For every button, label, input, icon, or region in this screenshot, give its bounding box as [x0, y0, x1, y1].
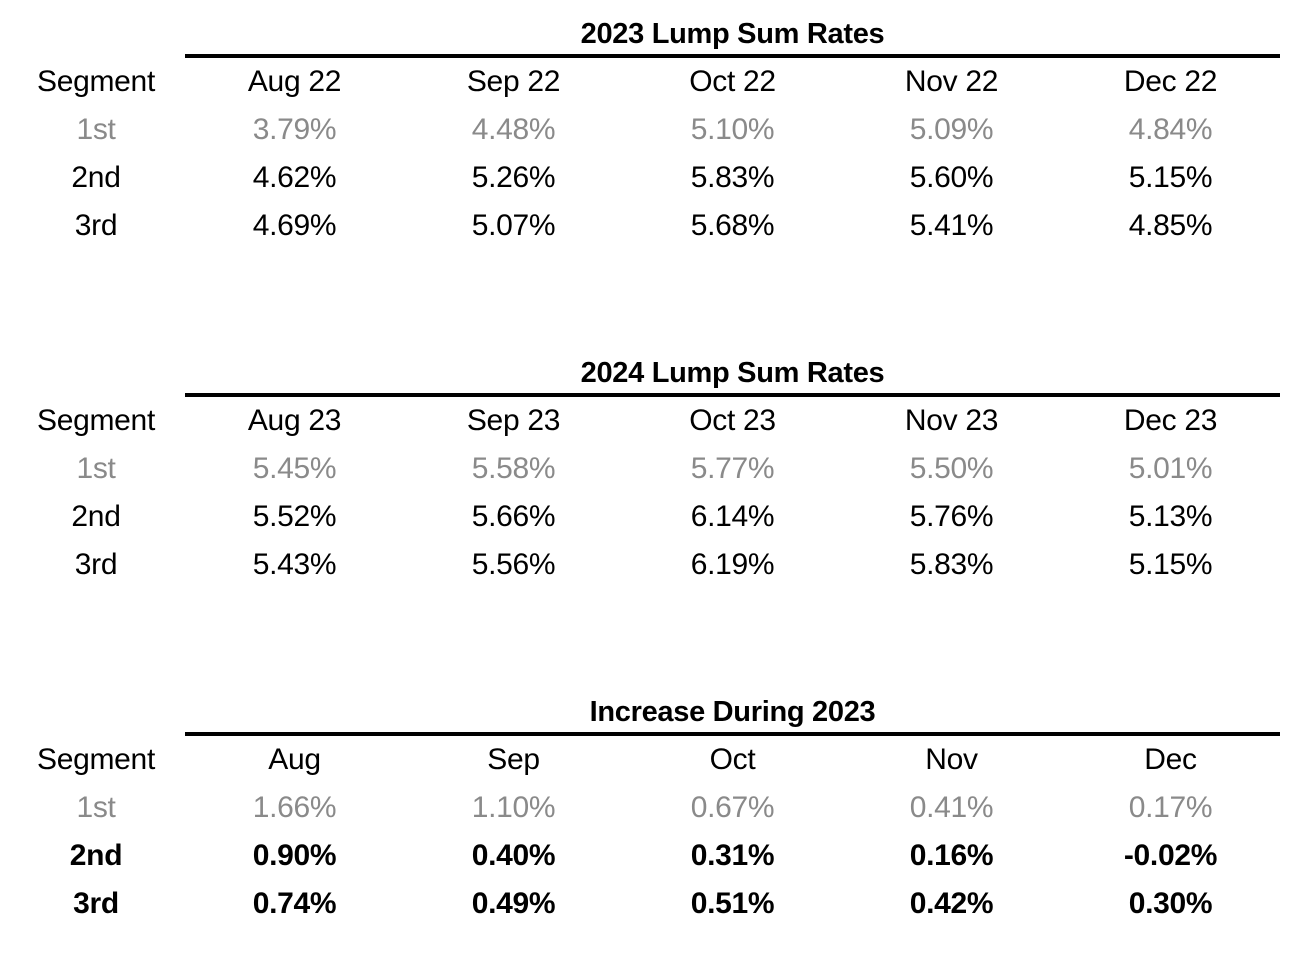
- rate-table: Increase During 2023 Segment Aug Sep Oct No…: [7, 694, 1280, 928]
- rate-value: 5.52%: [252, 500, 337, 533]
- rate-table: 2024 Lump Sum Rates Segment Aug 23 Sep 23…: [7, 355, 1280, 589]
- rate-value: 4.48%: [471, 113, 556, 146]
- table-row: 2nd 5.52% 5.66% 6.14% 5.76% 5.13%: [7, 493, 1280, 541]
- rate-table: 2023 Lump Sum Rates Segment Aug 22 Sep 22…: [7, 16, 1280, 250]
- rate-value: 5.43%: [252, 548, 337, 581]
- segment-column-header: Segment: [37, 743, 155, 776]
- rate-value: 5.83%: [909, 548, 994, 581]
- segment-row-label: 2nd: [71, 500, 121, 533]
- table-row: 3rd 0.74% 0.49% 0.51% 0.42% 0.30%: [7, 880, 1280, 928]
- rate-value: 0.90%: [252, 839, 337, 872]
- table-title-area: 2024 Lump Sum Rates: [185, 355, 1280, 397]
- table-header-row: Segment Aug Sep Oct Nov Dec: [7, 736, 1280, 784]
- segment-row-label: 3rd: [73, 887, 119, 920]
- rate-value: 5.41%: [909, 209, 994, 242]
- month-column-header: Dec: [1144, 743, 1197, 776]
- rate-value: 5.58%: [471, 452, 556, 485]
- rate-value: 0.67%: [690, 791, 775, 824]
- table-row: 1st 5.45% 5.58% 5.77% 5.50% 5.01%: [7, 445, 1280, 493]
- rate-value: -0.02%: [1123, 839, 1218, 872]
- rate-value: 5.45%: [252, 452, 337, 485]
- month-column-header: Dec 22: [1123, 65, 1218, 98]
- rate-value: 4.84%: [1128, 113, 1213, 146]
- tables-root: 2023 Lump Sum Rates Segment Aug 22 Sep 22…: [7, 16, 1280, 928]
- month-column-header: Nov 22: [904, 65, 999, 98]
- month-column-header: Aug 23: [247, 404, 342, 437]
- table-row: 3rd 5.43% 5.56% 6.19% 5.83% 5.15%: [7, 541, 1280, 589]
- segment-row-label: 2nd: [69, 839, 123, 872]
- rate-value: 0.40%: [471, 839, 556, 872]
- rate-value: 0.49%: [471, 887, 556, 920]
- segment-row-label: 1st: [76, 791, 116, 824]
- rate-value: 0.41%: [909, 791, 994, 824]
- table-title-area: 2023 Lump Sum Rates: [185, 16, 1280, 58]
- rate-value: 3.79%: [252, 113, 337, 146]
- rate-value: 5.68%: [690, 209, 775, 242]
- month-column-header: Oct 23: [689, 404, 776, 437]
- table-header-row: Segment Aug 23 Sep 23 Oct 23 Nov 23 Dec 23: [7, 397, 1280, 445]
- rate-value: 5.10%: [690, 113, 775, 146]
- rate-value: 0.74%: [252, 887, 337, 920]
- rate-value: 5.76%: [909, 500, 994, 533]
- rate-value: 5.15%: [1128, 161, 1213, 194]
- rate-value: 5.07%: [471, 209, 556, 242]
- table-row: 2nd 4.62% 5.26% 5.83% 5.60% 5.15%: [7, 154, 1280, 202]
- rate-value: 5.56%: [471, 548, 556, 581]
- table-row: 2nd 0.90% 0.40% 0.31% 0.16% -0.02%: [7, 832, 1280, 880]
- month-column-header: Sep 22: [466, 65, 561, 98]
- month-column-header: Nov: [925, 743, 978, 776]
- rate-value: 5.15%: [1128, 548, 1213, 581]
- rate-value: 5.83%: [690, 161, 775, 194]
- rate-value: 1.10%: [471, 791, 556, 824]
- rate-value: 0.51%: [690, 887, 775, 920]
- month-column-header: Aug: [268, 743, 321, 776]
- rate-value: 0.30%: [1128, 887, 1213, 920]
- table-title-area: Increase During 2023: [185, 694, 1280, 736]
- month-column-header: Sep: [487, 743, 540, 776]
- rate-value: 6.14%: [690, 500, 775, 533]
- table-row: 1st 3.79% 4.48% 5.10% 5.09% 4.84%: [7, 106, 1280, 154]
- rate-value: 4.69%: [252, 209, 337, 242]
- rate-value: 5.26%: [471, 161, 556, 194]
- table-row: 1st 1.66% 1.10% 0.67% 0.41% 0.17%: [7, 784, 1280, 832]
- rate-value: 4.62%: [252, 161, 337, 194]
- rate-value: 0.31%: [690, 839, 775, 872]
- segment-row-label: 2nd: [71, 161, 121, 194]
- rate-value: 5.13%: [1128, 500, 1213, 533]
- rate-value: 6.19%: [690, 548, 775, 581]
- month-column-header: Oct 22: [689, 65, 776, 98]
- rate-value: 5.77%: [690, 452, 775, 485]
- rate-value: 5.01%: [1128, 452, 1213, 485]
- rate-value: 0.17%: [1128, 791, 1213, 824]
- table-title: Increase During 2023: [589, 696, 876, 728]
- table-title: 2024 Lump Sum Rates: [580, 357, 885, 389]
- rate-value: 5.66%: [471, 500, 556, 533]
- table-header-row: Segment Aug 22 Sep 22 Oct 22 Nov 22 Dec 22: [7, 58, 1280, 106]
- segment-column-header: Segment: [37, 65, 155, 98]
- rate-value: 1.66%: [252, 791, 337, 824]
- rate-value: 0.42%: [909, 887, 994, 920]
- month-column-header: Dec 23: [1123, 404, 1218, 437]
- month-column-header: Oct: [709, 743, 756, 776]
- segment-row-label: 1st: [76, 452, 116, 485]
- rate-value: 5.60%: [909, 161, 994, 194]
- segment-row-label: 1st: [76, 113, 116, 146]
- rate-value: 5.50%: [909, 452, 994, 485]
- segment-column-header: Segment: [37, 404, 155, 437]
- table-title: 2023 Lump Sum Rates: [580, 18, 885, 50]
- rate-value: 5.09%: [909, 113, 994, 146]
- month-column-header: Aug 22: [247, 65, 342, 98]
- segment-row-label: 3rd: [74, 209, 118, 242]
- month-column-header: Sep 23: [466, 404, 561, 437]
- table-row: 3rd 4.69% 5.07% 5.68% 5.41% 4.85%: [7, 202, 1280, 250]
- segment-row-label: 3rd: [74, 548, 118, 581]
- rate-value: 0.16%: [909, 839, 994, 872]
- month-column-header: Nov 23: [904, 404, 999, 437]
- rate-value: 4.85%: [1128, 209, 1213, 242]
